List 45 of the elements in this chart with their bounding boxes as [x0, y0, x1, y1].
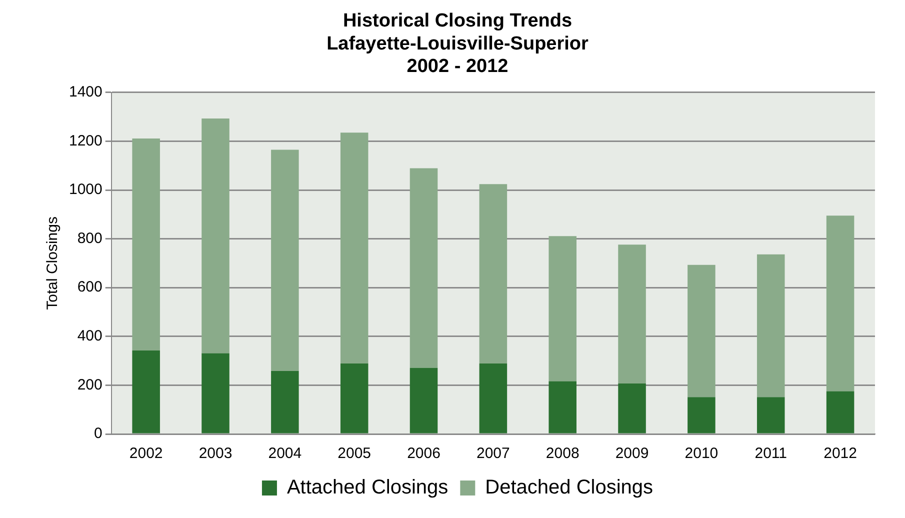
- bar: [826, 391, 854, 434]
- x-tick-label: 2012: [824, 445, 857, 462]
- legend-label: Detached Closings: [485, 476, 654, 499]
- bar: [202, 118, 230, 354]
- x-tick-label: 2006: [407, 445, 440, 462]
- x-tick-label: 2010: [684, 445, 718, 462]
- bar: [202, 353, 230, 434]
- bar: [271, 371, 299, 434]
- bar: [756, 254, 785, 398]
- y-tick-label: 1000: [68, 181, 102, 198]
- bar: [340, 363, 368, 434]
- y-tick-label: 200: [77, 376, 102, 394]
- bar: [132, 350, 160, 434]
- bar: [271, 150, 299, 372]
- bar: [410, 368, 438, 434]
- bar: [410, 168, 438, 368]
- bar: [826, 216, 854, 392]
- bar: [618, 244, 646, 384]
- y-tick-label: 400: [77, 328, 102, 345]
- x-tick-label: 2003: [198, 445, 232, 462]
- bar: [340, 132, 368, 364]
- y-tick-label: 1200: [68, 132, 102, 150]
- chart-title: Historical Closing Trends Lafayette-Louisville-Superior 2002 - 2012: [326, 10, 590, 78]
- y-tick-label: 1400: [68, 84, 102, 101]
- bar: [132, 138, 160, 351]
- y-tick-label: 800: [77, 230, 102, 247]
- bar: [479, 363, 508, 434]
- x-tick-label: 2002: [129, 445, 163, 462]
- x-tick-label: 2004: [268, 445, 302, 462]
- y-axis-title: Total Closings: [44, 216, 62, 310]
- bar: [548, 236, 576, 382]
- bar: [548, 381, 576, 434]
- y-tick-label: 600: [77, 278, 102, 296]
- x-tick-label: 2009: [615, 445, 649, 462]
- x-tick-label: 2011: [754, 445, 787, 462]
- bar: [688, 397, 716, 434]
- bar: [756, 397, 785, 434]
- bar: [688, 264, 716, 398]
- y-tick-label: 0: [94, 425, 102, 442]
- x-tick-label: 2005: [338, 445, 372, 462]
- x-tick-label: 2008: [546, 445, 580, 462]
- legend-label: Attached Closings: [286, 476, 448, 499]
- bar: [618, 383, 646, 434]
- bar: [479, 184, 508, 364]
- x-tick-label: 2007: [476, 445, 510, 462]
